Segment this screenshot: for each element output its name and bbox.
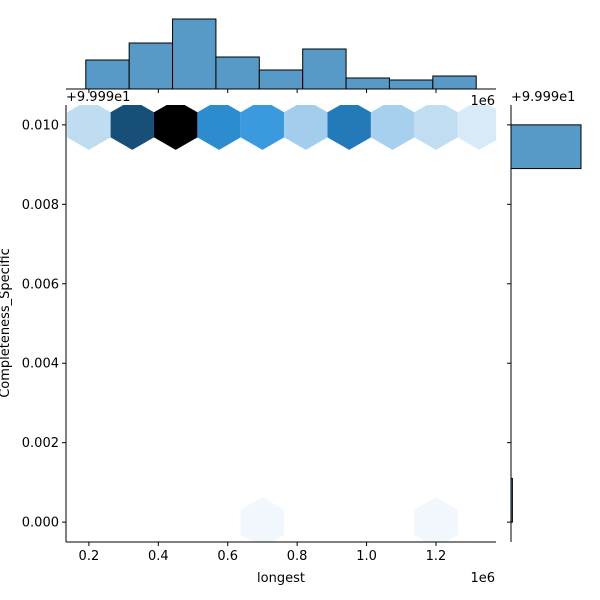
hexbin	[414, 105, 458, 150]
x-axis-label: longest	[257, 571, 305, 586]
y-tick-label: 0.000	[22, 516, 59, 531]
y-offset-label: +9.999e1	[66, 90, 130, 105]
right-histogram-bar	[510, 124, 582, 170]
hexbin	[327, 105, 371, 150]
top-histogram-bar	[258, 69, 304, 90]
y-tick-label: 0.008	[22, 198, 59, 213]
hexbin	[457, 105, 496, 150]
top-histogram-bar	[388, 79, 434, 90]
y-axis-label: Completeness_Specific	[0, 248, 13, 398]
y-tick-label: 0.010	[22, 118, 59, 133]
top-histogram-bar	[345, 77, 390, 90]
right-marginal-histogram	[507, 105, 582, 542]
top-histogram-bar	[432, 75, 477, 90]
top-histogram-bar	[215, 56, 260, 90]
top-histogram-bar	[85, 59, 130, 90]
x-offset-label: 1e6	[470, 571, 495, 586]
right-offset-label: +9.999e1	[511, 90, 575, 105]
hexbin	[414, 497, 458, 542]
hexbin	[370, 105, 415, 150]
top-marginal-histogram	[66, 18, 496, 93]
y-tick-label: 0.002	[22, 436, 59, 451]
x-tick-label: 0.4	[148, 549, 169, 564]
x-tick-label: 0.6	[217, 549, 238, 564]
x-tick-label: 1.0	[356, 549, 377, 564]
hexbin	[240, 497, 285, 542]
x-tick-label: 0.8	[287, 549, 308, 564]
hexbin	[240, 105, 285, 150]
top-histogram-bar	[302, 48, 347, 90]
x-tick-label: 1.2	[426, 549, 447, 564]
hexbin	[284, 105, 328, 150]
top-offset-label: 1e6	[470, 94, 495, 109]
hexbin	[154, 105, 198, 150]
hexbin	[197, 105, 241, 150]
hexbin	[110, 105, 154, 150]
axes: 0.2 0.4 0.6 0.8 1.0 1.2 0.000 0.002 0.004 0.006 0.…	[22, 105, 496, 564]
hexbin	[67, 105, 111, 150]
y-tick-label: 0.004	[22, 357, 59, 372]
top-histogram-bar	[128, 42, 174, 90]
y-tick-label: 0.006	[22, 277, 59, 292]
top-histogram-bar	[172, 18, 217, 90]
hexbin-layer	[67, 105, 496, 542]
x-tick-label: 0.2	[79, 549, 100, 564]
